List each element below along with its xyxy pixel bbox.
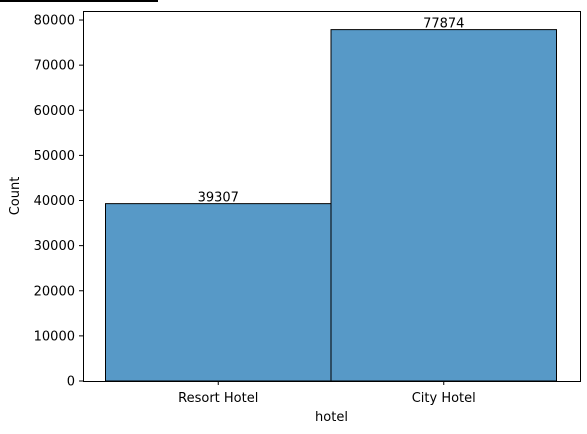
bar-resort-hotel: [105, 203, 332, 382]
y-tick-label: 60000: [34, 104, 75, 119]
y-tick-label: 0: [67, 375, 75, 390]
y-tick-label: 20000: [34, 284, 75, 299]
data-label: 39307: [198, 191, 239, 206]
y-tick-label: 10000: [34, 329, 75, 344]
bar-city-hotel: [330, 29, 557, 382]
y-tick-label: 70000: [34, 59, 75, 74]
x-tick-label: Resort Hotel: [178, 391, 258, 406]
y-tick-label: 40000: [34, 194, 75, 209]
x-axis-label: hotel: [315, 410, 348, 425]
y-tick-label: 50000: [34, 149, 75, 164]
top-edge-rule: [0, 0, 158, 2]
data-labels-group: 39307 77874: [198, 17, 465, 206]
y-tick-label: 80000: [34, 14, 75, 29]
y-tick-label: 30000: [34, 239, 75, 254]
y-axis: 0 10000 20000 30000 40000 50000 60000 70000 8000…: [34, 14, 83, 390]
x-axis: Resort Hotel City Hotel: [178, 381, 476, 406]
plot-frame: [83, 11, 581, 382]
x-tick-label: City Hotel: [412, 391, 476, 406]
bars-group: [105, 29, 557, 382]
y-axis-label: Count: [8, 177, 23, 216]
data-label: 77874: [423, 17, 464, 32]
